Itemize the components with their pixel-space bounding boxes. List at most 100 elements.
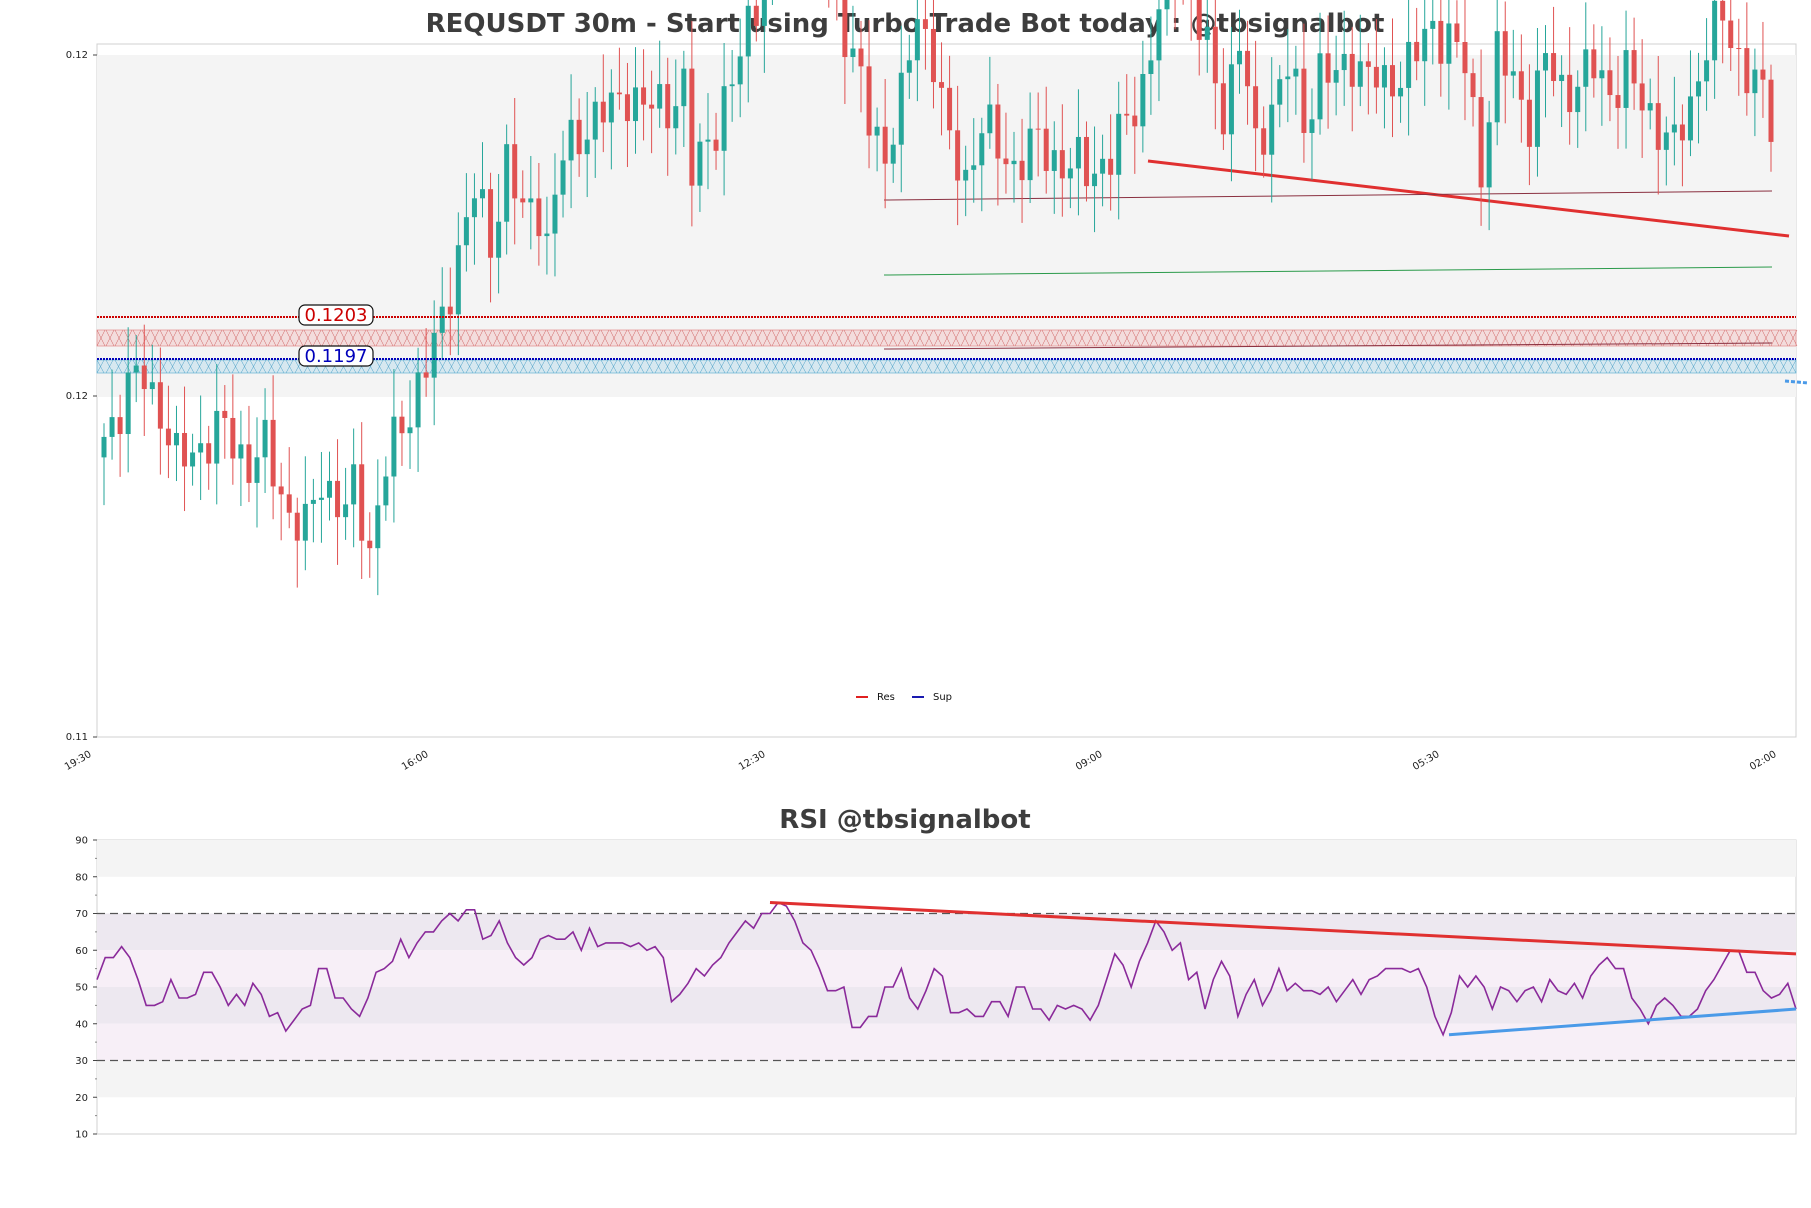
resistance-zone-hatch <box>1221 329 1231 347</box>
support-zone-hatch <box>1536 359 1545 374</box>
candle-body <box>1720 0 1726 21</box>
support-zone-hatch <box>1041 359 1050 374</box>
resistance-zone-hatch <box>249 329 259 347</box>
support-zone-hatch <box>519 359 528 374</box>
resistance-zone-hatch <box>357 329 367 347</box>
support-zone-hatch <box>1743 359 1752 374</box>
support-zone-hatch <box>474 359 483 374</box>
candle-body <box>1357 61 1363 87</box>
support-level-label: 0.1197 <box>298 345 374 367</box>
support-zone-hatch <box>1266 359 1275 374</box>
candle-body <box>326 480 332 498</box>
candle-body <box>1607 70 1613 96</box>
support-zone-hatch <box>1212 359 1221 374</box>
resistance-zone-hatch <box>1437 329 1447 347</box>
candle-body <box>1760 69 1766 80</box>
resistance-zone-hatch <box>393 329 403 347</box>
support-zone-hatch <box>933 359 942 374</box>
support-zone-hatch <box>843 359 852 374</box>
resistance-zone-hatch <box>1590 329 1600 347</box>
candle-body <box>1140 74 1146 127</box>
candle-body <box>463 217 469 246</box>
resistance-zone-hatch <box>951 329 961 347</box>
support-zone-hatch <box>690 359 699 374</box>
candle-body <box>294 512 300 541</box>
resistance-zone-hatch <box>132 329 142 347</box>
resistance-zone-hatch <box>528 329 538 347</box>
support-zone-hatch <box>600 359 609 374</box>
candle-body <box>351 464 357 505</box>
resistance-zone-hatch <box>1338 329 1348 347</box>
support-zone-hatch <box>1725 359 1734 374</box>
rsi-chart-title: RSI @tbsignalbot <box>779 805 1030 835</box>
support-zone-hatch <box>1653 359 1662 374</box>
resistance-zone-hatch <box>1095 329 1105 347</box>
candle-body <box>1494 31 1500 123</box>
candle-body <box>1325 53 1331 83</box>
resistance-zone-hatch <box>510 329 520 347</box>
candle-body <box>536 198 542 237</box>
candle-body <box>1220 83 1226 135</box>
support-zone-hatch <box>1509 359 1518 374</box>
resistance-zone-hatch <box>1077 329 1087 347</box>
resistance-zone-hatch <box>447 329 457 347</box>
rsi-y-tick: 90 <box>75 836 88 847</box>
candle-body <box>504 144 510 222</box>
candle-body <box>1261 128 1267 155</box>
support-zone-hatch <box>195 359 204 374</box>
candle-body <box>1696 81 1702 97</box>
resistance-zone-hatch <box>1194 329 1204 347</box>
resistance-zone-hatch <box>1392 329 1402 347</box>
candle-body <box>190 452 196 467</box>
support-zone-hatch <box>204 359 213 374</box>
resistance-zone-hatch <box>420 329 430 347</box>
support-zone-hatch <box>636 359 645 374</box>
support-zone-hatch <box>708 359 717 374</box>
resistance-zone-hatch <box>141 329 151 347</box>
support-zone-hatch <box>1356 359 1365 374</box>
candle-body <box>1108 158 1114 175</box>
resistance-zone-hatch <box>834 329 844 347</box>
support-zone-hatch <box>1545 359 1554 374</box>
candle-body <box>496 221 502 258</box>
support-zone-hatch <box>1383 359 1392 374</box>
rsi-y-tick: 40 <box>75 1019 88 1030</box>
support-zone-hatch <box>771 359 780 374</box>
support-zone-hatch <box>1203 359 1212 374</box>
support-zone-hatch <box>402 359 411 374</box>
candle-body <box>1196 0 1202 40</box>
candle-body <box>1164 0 1170 10</box>
resistance-zone-hatch <box>897 329 907 347</box>
resistance-zone-hatch <box>564 329 574 347</box>
resistance-zone-hatch <box>1356 329 1366 347</box>
candle-body <box>1679 124 1685 141</box>
candle-body <box>318 497 324 500</box>
resistance-zone-hatch <box>375 329 385 347</box>
main-level-zones <box>96 329 1798 374</box>
support-zone-hatch <box>1680 359 1689 374</box>
candle-body <box>206 443 212 464</box>
candle-body <box>1567 74 1573 113</box>
candle-body <box>939 82 945 88</box>
support-zone-hatch <box>1095 359 1104 374</box>
candle-body <box>1148 60 1154 75</box>
candle-body <box>713 139 719 151</box>
resistance-zone-hatch <box>267 329 277 347</box>
candle-body <box>238 444 244 459</box>
candle-body <box>302 503 308 541</box>
candle-body <box>600 101 606 123</box>
support-zone-hatch <box>1077 359 1086 374</box>
resistance-zone-hatch <box>1239 329 1249 347</box>
rsi-y-tick: 30 <box>75 1056 88 1067</box>
resistance-zone-hatch <box>879 329 889 347</box>
candle-body <box>1132 115 1138 127</box>
candle-body <box>1486 122 1492 188</box>
resistance-zone-hatch <box>1788 329 1798 347</box>
resistance-zone-hatch <box>1527 329 1537 347</box>
resistance-zone-hatch <box>1113 329 1123 347</box>
candle-body <box>157 382 163 429</box>
candle-body <box>335 480 341 518</box>
support-zone-hatch <box>1140 359 1149 374</box>
candle-body <box>1534 70 1540 147</box>
candle-body <box>1003 158 1009 165</box>
